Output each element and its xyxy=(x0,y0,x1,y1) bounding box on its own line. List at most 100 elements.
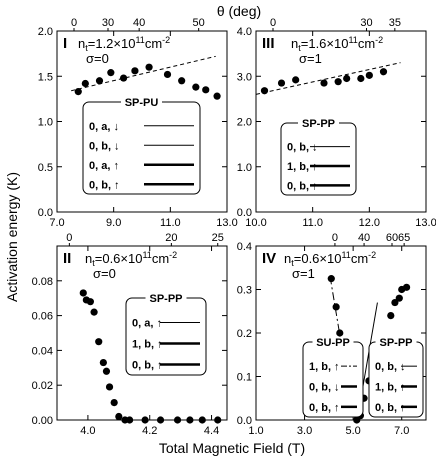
density-part: n xyxy=(291,36,298,51)
legend-entry-label: 0, b, ↑ xyxy=(132,360,163,372)
theta-tick-label: 30 xyxy=(360,17,372,29)
data-point xyxy=(277,79,286,87)
y-tick-label: 3.0 xyxy=(237,71,252,83)
x-tick-label: 5.0 xyxy=(345,425,360,437)
panel-I: 7.0 9.0 11.0 13.0 0.0 0.5 1.0 1.5 2.0 0 30 40 50 I nt=… xyxy=(38,17,238,229)
theta-tick-label: 35 xyxy=(389,17,401,29)
data-point xyxy=(292,76,300,84)
y-tick-label: 0.4 xyxy=(237,241,252,253)
y-tick-label: 1.0 xyxy=(237,162,252,174)
legend: SU-PP 1, b, ↑ 0, b, ↓ 0, b, ↑ xyxy=(302,337,364,418)
density-part: =0.6×10 xyxy=(95,251,143,266)
data-point xyxy=(198,416,206,424)
fit-line xyxy=(255,62,401,95)
legend-title-gap xyxy=(375,340,417,344)
data-point xyxy=(105,383,114,391)
legend-entry-label: 1, b, ↑ xyxy=(309,361,340,373)
density-part: 11 xyxy=(341,250,350,260)
data-point xyxy=(327,275,335,283)
panels: 7.0 9.0 11.0 13.00.00.51.01.52.00 30 40 50I nt=… xyxy=(32,17,436,437)
density-label: nt=0.6×1011cm-2 xyxy=(284,250,376,268)
data-point xyxy=(334,78,342,86)
data-point xyxy=(131,67,139,75)
sigma-label: σ=1 xyxy=(299,51,322,66)
density-part: =1.2×10 xyxy=(88,36,136,51)
x-tick-label: 13.0 xyxy=(216,217,237,229)
data-point xyxy=(395,294,403,302)
data-point xyxy=(141,416,149,424)
y-tick-label: 0.2 xyxy=(237,328,252,340)
legend-title-gap xyxy=(298,121,339,125)
sigma-label: σ=1 xyxy=(292,266,315,281)
x-tick-label: 11.0 xyxy=(160,217,181,229)
density-label: nt=0.6×1011cm-2 xyxy=(85,250,177,268)
legend-entry-label: 0, b, ↓ xyxy=(89,140,120,152)
y-tick-label: 0.04 xyxy=(32,345,53,357)
density-part: 11 xyxy=(142,250,151,260)
legend-entry-label: 0, b, ↓ xyxy=(375,361,406,373)
data-point xyxy=(126,416,134,424)
activation-energy-axis-label: Activation energy (K) xyxy=(4,172,20,302)
x-tick-label: 3.0 xyxy=(297,425,312,437)
density-part: cm xyxy=(145,36,162,51)
density-part: t xyxy=(85,43,88,53)
data-point xyxy=(74,88,82,96)
density-part: cm xyxy=(358,36,375,51)
density-part: cm xyxy=(351,251,368,266)
legend-entry-label: 0, b, ↑ xyxy=(287,180,318,192)
legend-entry-label: 1, b, ↑ xyxy=(132,339,163,351)
theta-tick-label: 0 xyxy=(332,232,338,244)
data-point xyxy=(163,70,172,79)
density-part: -2 xyxy=(162,35,170,45)
y-tick-label: 0.0 xyxy=(237,415,252,427)
data-point xyxy=(365,71,373,79)
density-label: nt=1.6×1011cm-2 xyxy=(291,35,383,53)
total-magnetic-field-axis-label: Total Magnetic Field (T) xyxy=(159,440,305,456)
data-point xyxy=(391,298,399,307)
panel-III: 10.0 11.0 12.0 13.0 0.0 1.0 2.0 3.0 4.0 0 30 35 III n… xyxy=(237,17,436,229)
data-point xyxy=(336,329,344,337)
density-part: -2 xyxy=(375,35,383,45)
x-tick-label: 7.0 xyxy=(49,217,64,229)
density-label: nt=1.2×1011cm-2 xyxy=(78,35,170,53)
data-point xyxy=(90,308,98,316)
y-tick-label: 0.1 xyxy=(237,372,252,384)
legend: SP-PP 0, b, ↓ 1, b, ↑ 0, b, ↑ xyxy=(368,337,424,418)
density-part: =1.6×10 xyxy=(301,36,349,51)
data-point xyxy=(379,68,388,76)
legend-title: SU-PP xyxy=(316,337,350,349)
data-point xyxy=(86,298,94,306)
data-point xyxy=(192,83,200,91)
y-tick-label: 1.0 xyxy=(38,117,53,129)
density-part: n xyxy=(284,251,291,266)
density-part: 11 xyxy=(135,35,144,45)
theta-tick-label: 0 xyxy=(71,17,77,29)
theta-tick-label: 50 xyxy=(193,17,205,29)
data-point xyxy=(95,77,104,85)
data-point xyxy=(214,416,222,424)
data-point xyxy=(260,87,269,95)
x-tick-label: 13.0 xyxy=(415,217,436,229)
theta-tick-label: 65 xyxy=(398,232,410,244)
data-point xyxy=(178,77,186,85)
y-tick-label: 2.0 xyxy=(237,117,252,129)
density-part: cm xyxy=(152,251,169,266)
x-tick-label: 4.0 xyxy=(80,425,95,437)
legend-title-gap xyxy=(145,296,187,300)
panel-label: II xyxy=(63,250,71,267)
density-part: t xyxy=(298,43,301,53)
panel-IV: 1.0 3.0 5.0 7.0 0.0 0.1 0.2 0.3 0.4 0 40 60 65 IV nt=0… xyxy=(237,232,427,437)
legend: SP-PP 0, a, ↑ 1, b, ↑ 0, b, ↑ xyxy=(125,293,207,376)
theta-tick-label: 30 xyxy=(102,17,114,29)
density-part: -2 xyxy=(169,250,177,260)
legend-title: SP-PP xyxy=(379,337,412,349)
legend-entry-label: 0, a, ↑ xyxy=(89,160,119,172)
x-tick-label: 10.0 xyxy=(245,217,266,229)
data-point xyxy=(186,416,194,424)
y-tick-label: 2.0 xyxy=(38,26,53,38)
legend: SP-PP 0, b, ↓ 1, b, ↑ 0, b, ↑ xyxy=(280,118,357,196)
data-point xyxy=(357,74,365,83)
legend-entry-label: 1, b, ↑ xyxy=(287,161,318,173)
data-point xyxy=(320,79,328,87)
